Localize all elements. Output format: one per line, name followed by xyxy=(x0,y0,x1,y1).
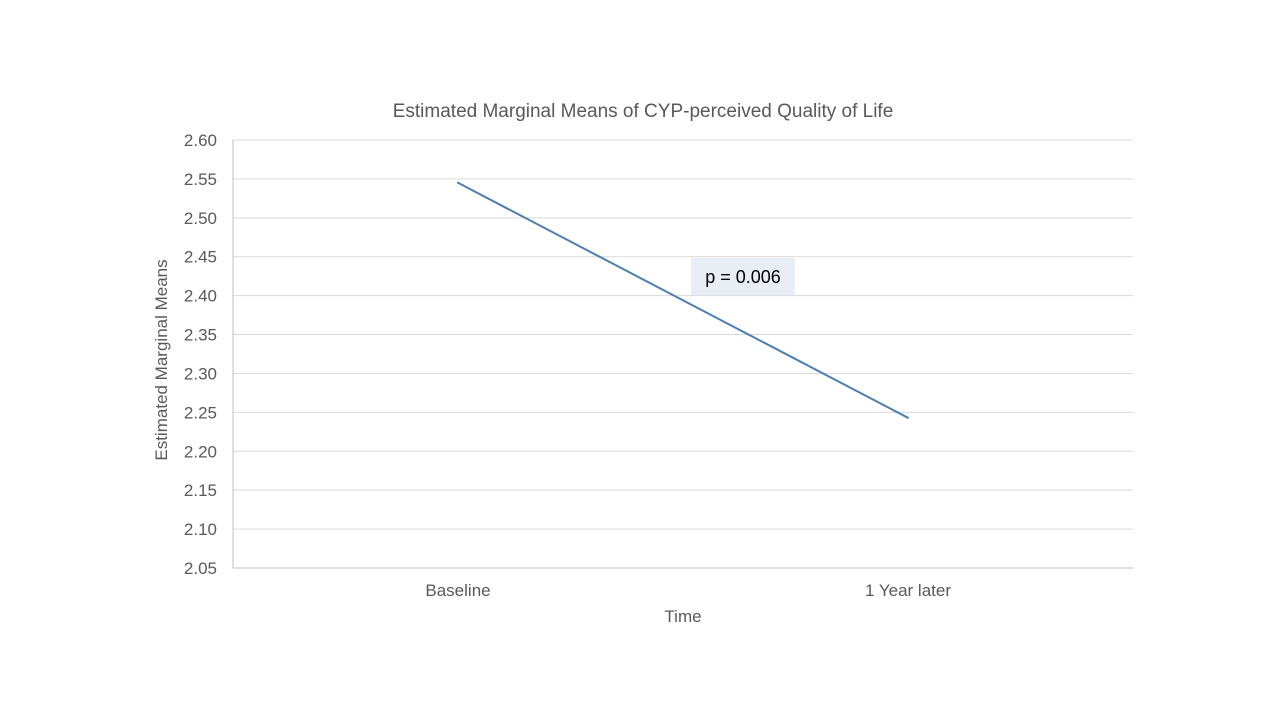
chart-title: Estimated Marginal Means of CYP-perceive… xyxy=(393,101,894,122)
y-tick-label: 2.45 xyxy=(184,248,217,267)
y-tick-label: 2.25 xyxy=(184,403,217,422)
y-tick-label: 2.50 xyxy=(184,209,217,228)
data-point xyxy=(907,416,909,419)
annotation-box xyxy=(691,258,795,295)
x-tick-labels: Baseline 1 Year later xyxy=(425,581,951,600)
y-tick-label: 2.20 xyxy=(184,442,217,461)
y-axis-label: Estimated Marginal Means xyxy=(152,259,171,460)
gridlines xyxy=(233,139,1133,530)
x-axis-label: Time xyxy=(664,607,701,626)
annotation: p = 0.006 xyxy=(691,258,795,295)
annotation-text: p = 0.006 xyxy=(705,267,781,287)
y-tick-label: 2.05 xyxy=(184,559,217,578)
x-tick-label: Baseline xyxy=(425,581,490,600)
series-line xyxy=(457,181,909,419)
y-tick-label: 2.10 xyxy=(184,520,217,539)
x-tick-label: 1 Year later xyxy=(865,581,951,600)
y-tick-label: 2.15 xyxy=(184,481,217,500)
y-tick-label: 2.60 xyxy=(184,131,217,150)
y-tick-label: 2.35 xyxy=(184,326,217,345)
data-point xyxy=(457,181,459,184)
series-layer xyxy=(457,181,909,419)
y-tick-label: 2.55 xyxy=(184,170,217,189)
y-tick-label: 2.30 xyxy=(184,364,217,383)
y-tick-label: 2.40 xyxy=(184,287,217,306)
y-tick-labels: 2.05 2.10 2.15 2.20 2.25 2.30 2.35 2.40 2.45 2.50… xyxy=(184,131,217,578)
